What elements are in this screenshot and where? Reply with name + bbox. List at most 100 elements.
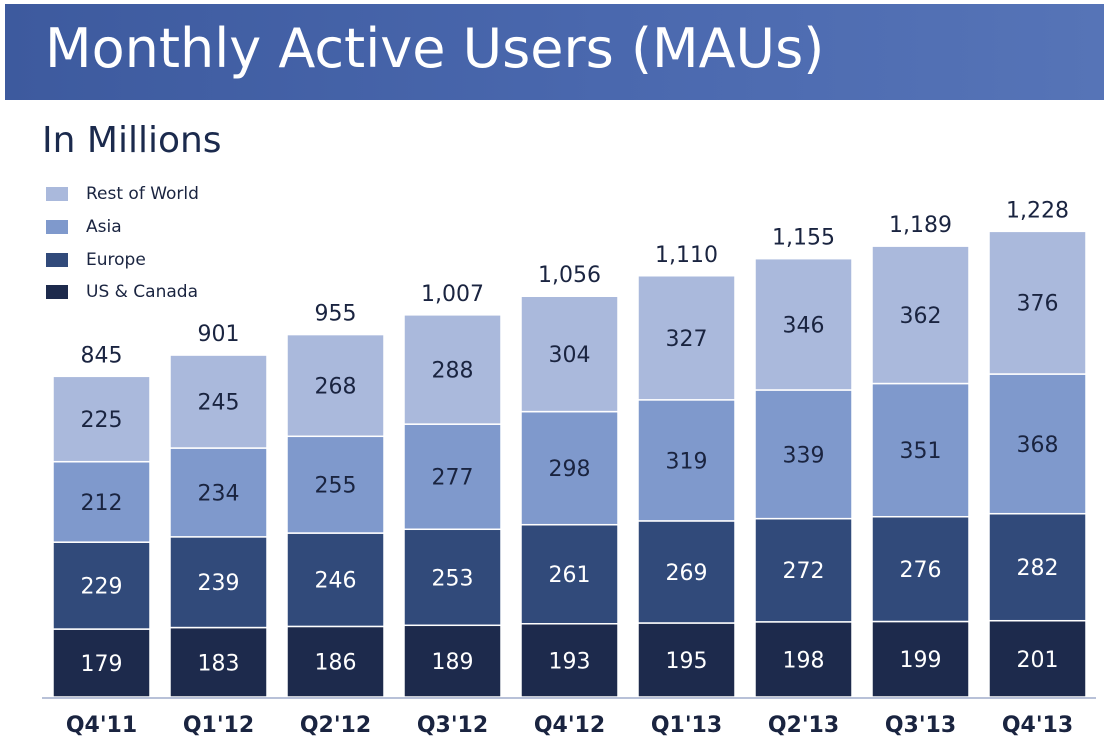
legend-item-rest-of-world: Rest of World bbox=[46, 178, 199, 211]
data-label: 298 bbox=[549, 457, 591, 482]
data-label: 282 bbox=[1017, 556, 1059, 581]
bar-segment-rest-of-world bbox=[403, 314, 502, 425]
bar-segment-asia bbox=[520, 410, 619, 526]
total-label: 1,110 bbox=[655, 243, 718, 268]
data-label: 225 bbox=[81, 408, 123, 433]
bar-segment-rest-of-world bbox=[286, 333, 385, 438]
data-label: 368 bbox=[1017, 433, 1059, 458]
bar-segment-asia bbox=[52, 460, 151, 543]
bar-segment-asia bbox=[637, 399, 736, 522]
data-label: 246 bbox=[315, 569, 357, 594]
data-label: 376 bbox=[1017, 292, 1059, 317]
legend-item-asia: Asia bbox=[46, 211, 199, 244]
bar-segment-europe bbox=[637, 520, 736, 624]
bar-segment-rest-of-world bbox=[988, 230, 1087, 375]
bar-segment-rest-of-world bbox=[520, 295, 619, 413]
data-label: 234 bbox=[198, 481, 240, 506]
total-label: 901 bbox=[198, 322, 240, 347]
bar-segment-asia bbox=[169, 447, 268, 538]
bar-segment-us-canada bbox=[403, 624, 502, 698]
legend-swatch-europe bbox=[46, 252, 68, 267]
bar-segment-europe bbox=[169, 536, 268, 629]
data-label: 239 bbox=[198, 571, 240, 596]
legend-swatch-rest-of-world bbox=[46, 187, 68, 202]
data-label: 268 bbox=[315, 374, 357, 399]
data-label: 319 bbox=[666, 449, 708, 474]
x-tick-label: Q1'12 bbox=[183, 713, 254, 738]
bar-segment-us-canada bbox=[520, 623, 619, 698]
legend-item-europe: Europe bbox=[46, 243, 199, 276]
legend-label: US & Canada bbox=[86, 282, 198, 303]
data-label: 351 bbox=[900, 439, 942, 464]
bar-segment-us-canada bbox=[988, 619, 1087, 698]
bar-segment-europe bbox=[754, 517, 853, 623]
data-label: 339 bbox=[783, 443, 825, 468]
data-label: 304 bbox=[549, 343, 591, 368]
legend-label: Rest of World bbox=[86, 184, 199, 205]
data-label: 189 bbox=[432, 650, 474, 675]
data-label: 229 bbox=[81, 575, 123, 600]
data-label: 193 bbox=[549, 649, 591, 674]
data-label: 327 bbox=[666, 327, 708, 352]
data-label: 277 bbox=[432, 466, 474, 491]
data-label: 346 bbox=[783, 313, 825, 338]
data-label: 198 bbox=[783, 648, 825, 673]
bar-segment-asia bbox=[988, 373, 1087, 515]
data-label: 186 bbox=[315, 651, 357, 676]
legend-label: Europe bbox=[86, 249, 146, 270]
total-label: 1,056 bbox=[538, 263, 601, 288]
data-label: 201 bbox=[1017, 648, 1059, 673]
legend-swatch-asia bbox=[46, 220, 68, 235]
legend-label: Asia bbox=[86, 217, 122, 238]
legend: Rest of World Asia Europe US & Canada bbox=[46, 178, 199, 309]
chart-subtitle: In Millions bbox=[42, 120, 222, 161]
data-label: 362 bbox=[900, 304, 942, 329]
x-tick-label: Q1'13 bbox=[651, 713, 722, 738]
bar-segment-us-canada bbox=[286, 625, 385, 698]
total-label: 955 bbox=[315, 302, 357, 327]
bar-segment-rest-of-world bbox=[169, 354, 268, 449]
x-tick-label: Q2'13 bbox=[768, 713, 839, 738]
data-label: 272 bbox=[783, 559, 825, 584]
bar-segment-asia bbox=[403, 423, 502, 531]
data-label: 253 bbox=[432, 566, 474, 591]
data-label: 269 bbox=[666, 561, 708, 586]
data-label: 212 bbox=[81, 491, 123, 516]
x-tick-label: Q4'13 bbox=[1002, 713, 1073, 738]
data-label: 261 bbox=[549, 563, 591, 588]
x-tick-label: Q3'12 bbox=[417, 713, 488, 738]
bar-segment-rest-of-world bbox=[754, 257, 853, 391]
bar-segment-us-canada bbox=[754, 621, 853, 698]
bar-segment-europe bbox=[871, 515, 970, 623]
total-label: 1,228 bbox=[1006, 198, 1069, 223]
bar-segment-us-canada bbox=[169, 626, 268, 698]
data-label: 255 bbox=[315, 474, 357, 499]
total-label: 1,155 bbox=[772, 226, 835, 251]
legend-item-us-canada: US & Canada bbox=[46, 276, 199, 309]
bar-segment-asia bbox=[871, 382, 970, 518]
x-tick-label: Q3'13 bbox=[885, 713, 956, 738]
data-label: 195 bbox=[666, 649, 708, 674]
legend-swatch-us-canada bbox=[46, 285, 68, 300]
data-label: 288 bbox=[432, 358, 474, 383]
total-label: 1,189 bbox=[889, 213, 952, 238]
chart-title: Monthly Active Users (MAUs) bbox=[45, 17, 825, 80]
data-label: 276 bbox=[900, 558, 942, 583]
bar-segment-rest-of-world bbox=[52, 375, 151, 463]
bar-segment-europe bbox=[286, 532, 385, 628]
bar-segment-asia bbox=[286, 435, 385, 534]
bar-segment-rest-of-world bbox=[637, 275, 736, 401]
bar-segment-europe bbox=[403, 528, 502, 627]
x-tick-label: Q4'11 bbox=[66, 713, 137, 738]
data-label: 199 bbox=[900, 648, 942, 673]
bar-segment-us-canada bbox=[637, 622, 736, 698]
total-label: 845 bbox=[81, 343, 123, 368]
total-label: 1,007 bbox=[421, 282, 484, 307]
title-banner: Monthly Active Users (MAUs) bbox=[5, 4, 1104, 100]
data-label: 179 bbox=[81, 652, 123, 677]
bar-segment-rest-of-world bbox=[871, 245, 970, 385]
x-tick-label: Q4'12 bbox=[534, 713, 605, 738]
bar-segment-asia bbox=[754, 389, 853, 520]
data-label: 183 bbox=[198, 651, 240, 676]
